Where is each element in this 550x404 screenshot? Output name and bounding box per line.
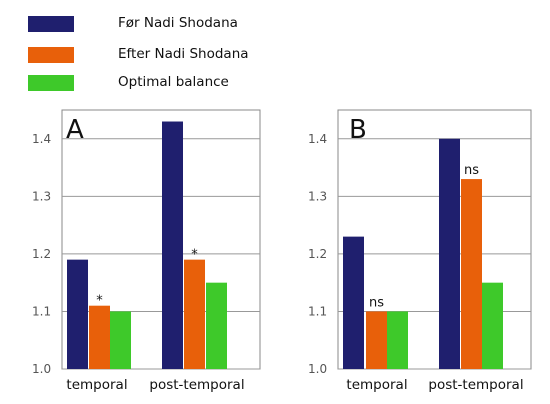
y-tick-label: 1.3: [308, 189, 327, 203]
bar: [206, 282, 227, 369]
panel-letter: A: [66, 115, 84, 145]
legend-label-after: Efter Nadi Shodana: [118, 46, 249, 62]
legend-label-before: Før Nadi Shodana: [118, 15, 238, 31]
bar: [366, 311, 387, 369]
significance-label: ns: [369, 295, 384, 310]
y-tick-label: 1.2: [308, 247, 327, 261]
category-label: post-temporal: [428, 377, 523, 393]
bar: [89, 305, 110, 369]
y-tick-label: 1.1: [32, 304, 51, 318]
category-label: temporal: [346, 377, 407, 393]
legend-swatch-before: [28, 16, 74, 32]
significance-label: ns: [464, 163, 479, 178]
bar: [439, 138, 460, 369]
legend-label-optimal: Optimal balance: [118, 74, 229, 90]
bar: [461, 179, 482, 369]
significance-label: *: [191, 248, 198, 263]
y-tick-label: 1.4: [308, 132, 327, 146]
bar: [110, 311, 131, 369]
significance-label: *: [96, 294, 103, 309]
bar: [482, 282, 503, 369]
legend: Før Nadi Shodana Efter Nadi Shodana Opti…: [0, 0, 300, 100]
panel-letter: B: [349, 115, 367, 145]
y-tick-label: 1.0: [308, 362, 327, 376]
y-tick-label: 1.4: [32, 132, 51, 146]
bar: [387, 311, 408, 369]
y-tick-label: 1.2: [32, 247, 51, 261]
category-label: post-temporal: [149, 377, 244, 393]
legend-swatch-after: [28, 47, 74, 63]
y-tick-label: 1.3: [32, 189, 51, 203]
bar: [184, 259, 205, 369]
bar: [67, 259, 88, 369]
category-label: temporal: [66, 377, 127, 393]
y-tick-label: 1.1: [308, 304, 327, 318]
bar: [162, 121, 183, 369]
bar: [343, 236, 364, 369]
y-tick-label: 1.0: [32, 362, 51, 376]
legend-swatch-optimal: [28, 75, 74, 91]
